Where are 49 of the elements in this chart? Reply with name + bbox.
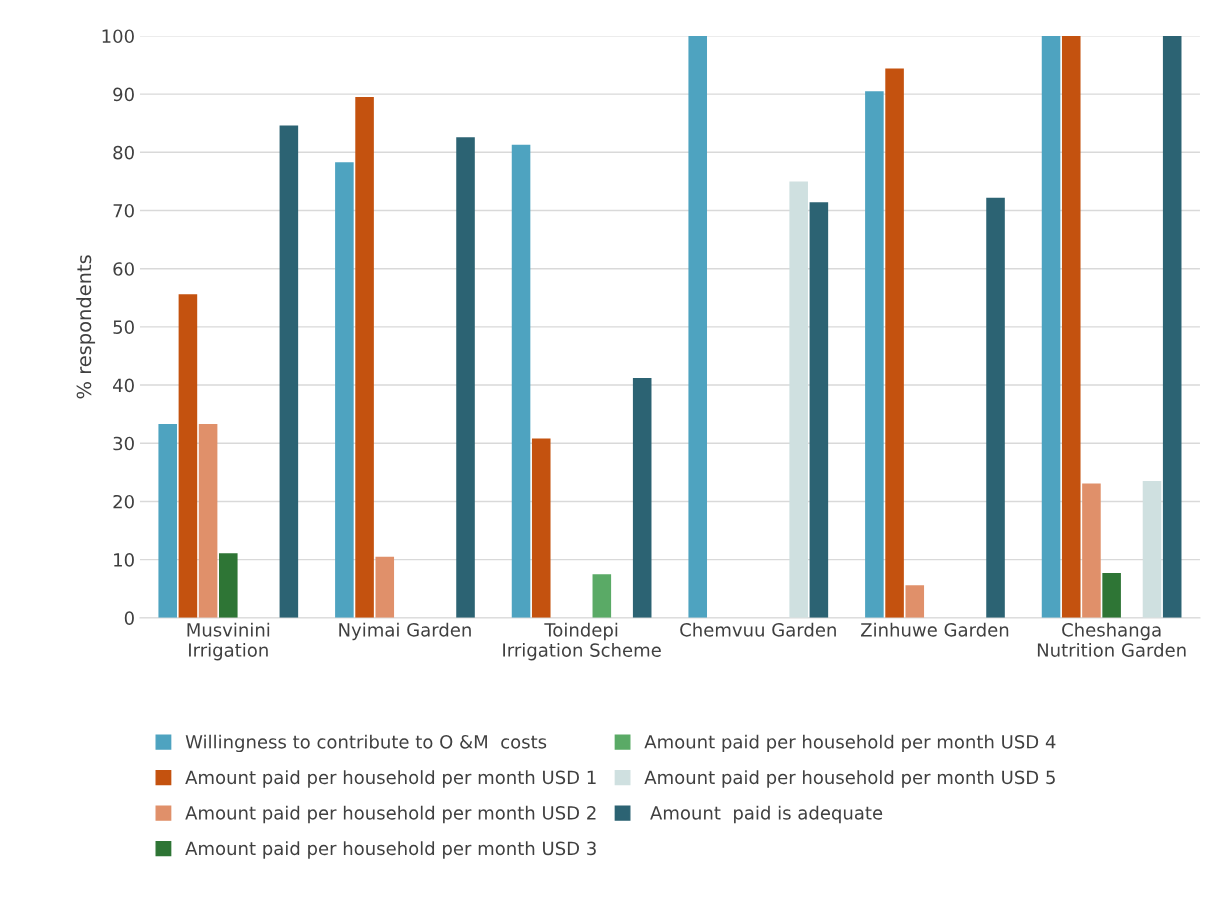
legend-label: Amount paid per household per month USD 4 <box>644 734 1056 753</box>
bar <box>456 137 475 618</box>
bar <box>632 378 652 618</box>
bar <box>885 68 904 618</box>
bar <box>1082 483 1101 618</box>
bar <box>1162 35 1182 618</box>
bar <box>865 91 884 618</box>
bar <box>1041 35 1061 618</box>
y-tick-label: 80 <box>113 145 134 160</box>
bar <box>158 424 177 618</box>
bar <box>355 97 374 618</box>
legend-label: Amount paid is adequate <box>650 805 883 824</box>
bar <box>219 553 238 618</box>
y-axis-title: % respondents <box>76 255 96 399</box>
y-tick-label: 50 <box>113 320 134 334</box>
y-tick-label: 100 <box>102 29 134 44</box>
x-tick-label: Cheshanga Nutrition Garden <box>1037 622 1186 657</box>
legend-label: Amount paid per household per month USD 2 <box>185 805 596 824</box>
x-tick-label: Zinhuwe Garden <box>861 622 1009 637</box>
bar <box>809 202 829 618</box>
y-tick-label: 0 <box>124 611 134 625</box>
bar <box>198 424 218 618</box>
bar <box>335 162 354 618</box>
x-tick-label: Musvinini Irrigation <box>187 622 270 661</box>
bar <box>592 574 612 618</box>
y-tick-label: 10 <box>114 553 134 567</box>
bar <box>1102 573 1121 618</box>
y-tick-label: 90 <box>113 87 134 102</box>
bar <box>905 585 925 618</box>
bar <box>279 125 299 618</box>
legend-label: Willingness to contribute to O &M costs <box>185 734 547 753</box>
y-tick-label: 40 <box>113 378 134 393</box>
y-tick-label: 30 <box>113 436 134 451</box>
legend-label: Amount paid per household per month USD 1 <box>185 770 596 788</box>
legend-label: Amount paid per household per month USD 3 <box>185 841 596 859</box>
bar <box>511 144 531 618</box>
bar <box>375 556 395 618</box>
bar <box>1061 35 1081 618</box>
bar <box>178 294 198 618</box>
bar <box>688 35 708 618</box>
legend-label: Amount paid per household per month USD 5 <box>644 770 1055 788</box>
bar <box>531 438 551 618</box>
x-tick-label: Nyimai Garden <box>339 622 471 641</box>
bar <box>986 197 1005 618</box>
y-tick-label: 70 <box>113 203 134 218</box>
y-tick-label: 20 <box>113 494 134 509</box>
x-tick-label: Chemvuu Garden <box>680 622 836 637</box>
y-tick-label: 60 <box>113 262 134 276</box>
x-tick-label: Toindepi Irrigation Scheme <box>503 622 661 661</box>
